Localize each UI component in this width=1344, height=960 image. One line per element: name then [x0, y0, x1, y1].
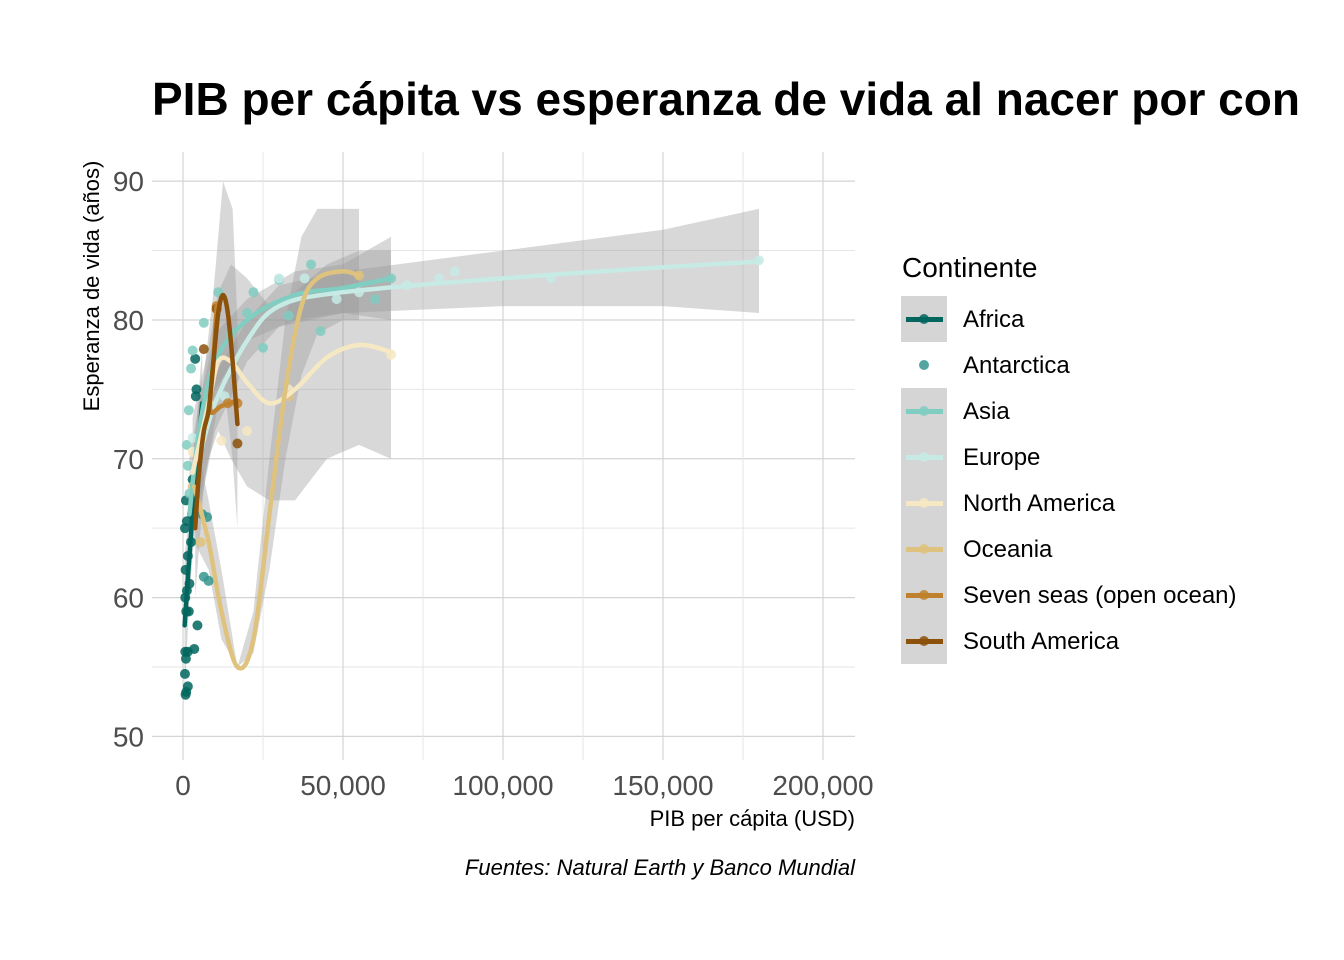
- x-tick-label: 0: [175, 770, 191, 801]
- x-tick-label: 150,000: [612, 770, 713, 801]
- point-south-america: [198, 344, 209, 355]
- point-africa: [192, 620, 203, 631]
- point-africa: [182, 681, 193, 692]
- point-asia: [370, 294, 381, 305]
- x-tick-label: 50,000: [300, 770, 386, 801]
- point-europe: [450, 266, 461, 277]
- smooth-line-asia: [187, 276, 394, 517]
- ribbon-south-america: [195, 181, 238, 598]
- legend-point-antarctica: [919, 360, 929, 370]
- caption: Fuentes: Natural Earth y Banco Mundial: [464, 855, 855, 880]
- point-north-america: [216, 435, 227, 446]
- point-asia: [248, 287, 259, 298]
- ribbon-europe: [199, 208, 759, 515]
- point-africa: [191, 384, 202, 395]
- smooth-line-south-america: [192, 292, 240, 531]
- point-africa: [181, 516, 192, 527]
- y-tick-label: 90: [113, 166, 144, 197]
- chart-title: PIB per cápita vs esperanza de vida al n…: [152, 73, 1300, 125]
- point-asia: [186, 363, 197, 374]
- point-asia: [306, 259, 317, 270]
- point-oceania: [195, 537, 206, 548]
- smooth-line-europe: [196, 259, 762, 462]
- point-asia: [258, 342, 269, 353]
- point-asia: [198, 317, 209, 328]
- point-europe: [187, 432, 198, 443]
- point-asia: [315, 326, 326, 337]
- ribbon-asia: [189, 236, 391, 570]
- point-africa: [182, 646, 193, 657]
- point-asia: [182, 460, 193, 471]
- point-asia: [183, 405, 194, 416]
- legend-label: South America: [963, 628, 1120, 655]
- y-tick-label: 70: [113, 444, 144, 475]
- x-tick-label: 200,000: [772, 770, 873, 801]
- legend-point-south-america: [919, 636, 929, 646]
- point-asia: [187, 345, 198, 356]
- legend-point-europe: [919, 452, 929, 462]
- legend-label: Africa: [963, 306, 1025, 333]
- point-africa: [179, 668, 190, 679]
- legend-point-africa: [919, 314, 929, 324]
- legend-label: Europe: [963, 444, 1041, 471]
- legend-label: Asia: [963, 398, 1010, 425]
- point-antarctica: [198, 571, 209, 582]
- legend-label: Antarctica: [963, 352, 1070, 379]
- point-south-america: [232, 438, 243, 449]
- point-europe: [434, 273, 445, 284]
- y-tick-label: 80: [113, 305, 144, 336]
- smooth-line-oceania: [191, 269, 362, 671]
- point-asia: [283, 310, 294, 321]
- legend-point-oceania: [919, 544, 929, 554]
- point-north-america: [242, 426, 253, 437]
- point-africa: [190, 353, 201, 364]
- point-europe: [274, 273, 285, 284]
- legend-label: Seven seas (open ocean): [963, 582, 1237, 609]
- legend-point-seven-seas-open-ocean: [919, 590, 929, 600]
- point-asia: [181, 439, 192, 450]
- legend-point-asia: [919, 406, 929, 416]
- y-tick-label: 60: [113, 583, 144, 614]
- legend-label: North America: [963, 490, 1116, 517]
- y-axis-label: Esperanza de vida (años): [79, 161, 104, 412]
- legend-point-north-america: [919, 498, 929, 508]
- point-europe: [299, 273, 310, 284]
- point-europe: [331, 294, 342, 305]
- legend-title: Continente: [902, 252, 1038, 283]
- x-axis-label: PIB per cápita (USD): [650, 806, 855, 831]
- legend-label: Oceania: [963, 536, 1053, 563]
- x-tick-label: 100,000: [452, 770, 553, 801]
- y-tick-label: 50: [113, 721, 144, 752]
